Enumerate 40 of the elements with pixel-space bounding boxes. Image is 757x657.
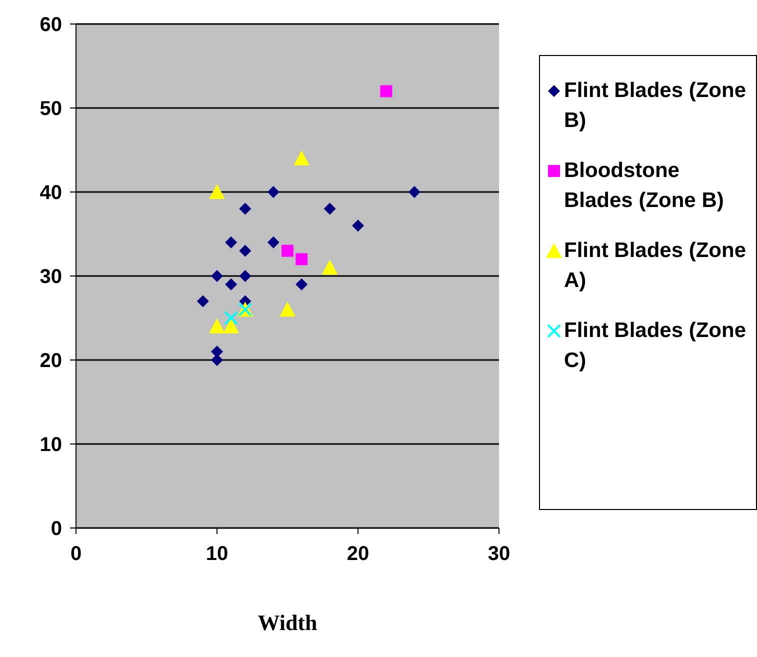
point	[209, 318, 225, 334]
y-tick-label: 50	[40, 98, 62, 120]
point	[211, 354, 223, 366]
point	[352, 220, 364, 232]
point	[224, 311, 238, 325]
point	[408, 186, 420, 198]
x-tick-label: 30	[488, 543, 510, 566]
point	[196, 295, 209, 308]
legend-label: Flint Blades (Zone B)	[564, 78, 748, 134]
point	[239, 202, 252, 215]
point	[223, 318, 240, 334]
point	[324, 202, 336, 215]
point	[296, 278, 308, 290]
point	[380, 85, 392, 98]
point	[225, 236, 238, 248]
point	[211, 270, 223, 282]
point	[239, 270, 252, 282]
point	[280, 302, 296, 317]
y-tick-label: 20	[40, 350, 62, 372]
point	[322, 260, 338, 275]
point	[267, 236, 280, 248]
point	[267, 186, 280, 198]
x-tick-label: 0	[70, 543, 82, 566]
point	[225, 278, 238, 290]
point	[294, 150, 310, 166]
point	[282, 244, 294, 257]
y-tick-label: 60	[40, 14, 62, 36]
legend-label: Flint Blades (Zone C)	[564, 318, 748, 374]
y-tick-label: 40	[40, 182, 62, 204]
point	[296, 253, 308, 266]
point	[209, 184, 225, 199]
legend-label: Bloodstone Blades (Zone B)	[564, 158, 725, 214]
y-tick-label: 10	[40, 434, 62, 456]
x-tick-label: 10	[206, 543, 228, 566]
y-tick-label: 0	[50, 518, 62, 540]
y-tick-label: 30	[40, 266, 62, 288]
x-axis-title: Width	[258, 610, 318, 635]
x-tick-label: 20	[346, 543, 370, 566]
point	[239, 244, 252, 257]
legend-label: Flint Blades (Zone A)	[564, 238, 748, 294]
